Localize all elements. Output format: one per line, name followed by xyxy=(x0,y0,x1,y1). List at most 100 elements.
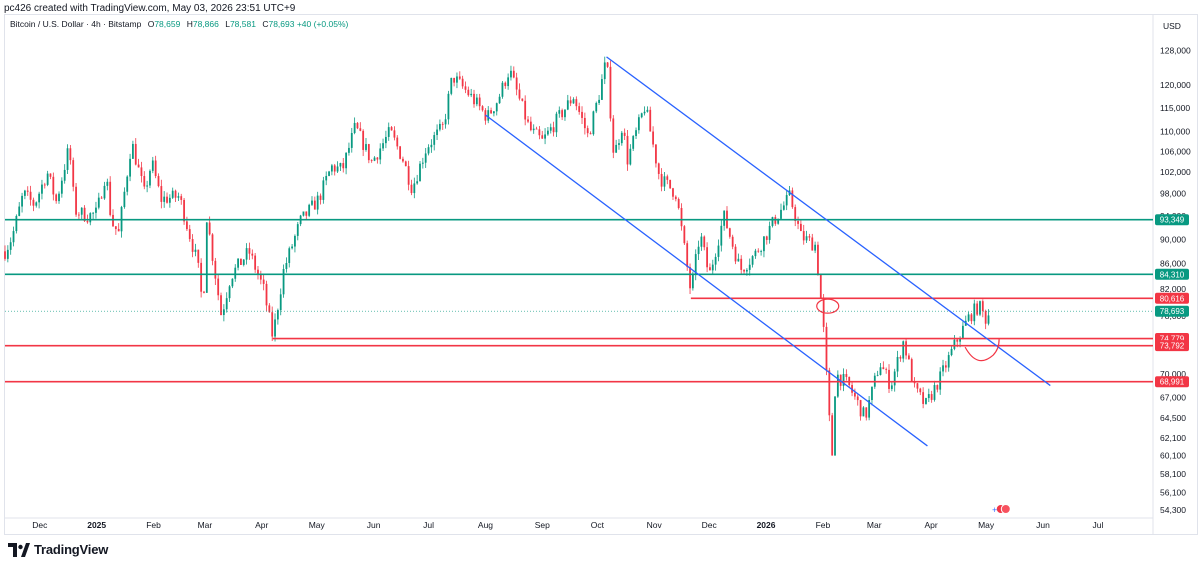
candle-body xyxy=(802,231,805,241)
candle-body xyxy=(475,97,478,105)
candle-body xyxy=(458,76,461,79)
candle-body xyxy=(146,185,149,187)
candle-body xyxy=(171,190,174,198)
candle-body xyxy=(740,258,743,270)
candle-body xyxy=(845,374,848,377)
candle-body xyxy=(817,244,819,275)
candle-body xyxy=(197,249,200,263)
candle-body xyxy=(359,128,362,131)
candle-body xyxy=(140,167,143,177)
candle-body xyxy=(916,383,919,389)
candle-body xyxy=(626,135,629,165)
candle-body xyxy=(825,326,828,371)
candle-body xyxy=(498,96,501,104)
candle-body xyxy=(211,234,214,261)
open-value: 78,659 xyxy=(154,19,181,29)
candle-body xyxy=(589,133,592,135)
candle-body xyxy=(552,127,555,133)
candle-body xyxy=(97,197,100,208)
candle-body xyxy=(501,82,504,97)
candle-body xyxy=(367,144,370,161)
candle-body xyxy=(862,407,865,417)
candle-body xyxy=(78,214,80,216)
time-tick-label: Jul xyxy=(423,520,434,530)
currency-label: USD xyxy=(1163,21,1181,31)
candle-body xyxy=(578,106,581,112)
candle-body xyxy=(896,356,899,372)
candle-body xyxy=(490,110,492,114)
candle-body xyxy=(908,355,910,360)
candle-body xyxy=(760,251,763,252)
candle-body xyxy=(547,130,549,135)
candle-body xyxy=(52,176,55,195)
candle-body xyxy=(956,339,959,342)
candle-body xyxy=(419,163,421,182)
candle-body xyxy=(703,236,706,248)
candle-body xyxy=(504,82,507,87)
candle-body xyxy=(60,180,63,194)
candle-body xyxy=(436,129,438,136)
candle-body xyxy=(487,110,490,121)
price-level-label: 84,310 xyxy=(1160,270,1185,279)
candle-body xyxy=(842,374,845,386)
price-level-tag xyxy=(1155,214,1189,226)
candle-body xyxy=(910,359,913,382)
candle-body xyxy=(413,183,416,194)
candle-body xyxy=(35,202,38,206)
chart-credit: pc426 created with TradingView.com, May … xyxy=(4,3,296,14)
candle-body xyxy=(569,100,572,104)
candle-body xyxy=(743,269,745,272)
candle-body xyxy=(21,195,23,207)
candle-body xyxy=(254,255,257,270)
candle-body xyxy=(629,148,632,165)
candle-body xyxy=(66,148,69,170)
candle-body xyxy=(637,117,640,131)
time-tick-label: 2025 xyxy=(87,520,106,530)
candle-body xyxy=(592,111,595,135)
candle-body xyxy=(166,196,168,203)
candle-body xyxy=(117,229,120,232)
candle-body xyxy=(518,89,521,99)
candle-body xyxy=(92,212,95,214)
price-tick-label: 106,000 xyxy=(1160,147,1191,157)
candle-body xyxy=(384,136,387,144)
close-label: C xyxy=(262,19,269,29)
candle-body xyxy=(319,195,322,200)
candle-body xyxy=(461,78,464,87)
candle-body xyxy=(41,184,43,194)
candle-body xyxy=(274,319,276,337)
candle-body xyxy=(652,131,654,145)
price-tick-label: 115,000 xyxy=(1160,103,1190,113)
candle-body xyxy=(555,113,558,133)
candle-body xyxy=(510,70,512,78)
candle-body xyxy=(632,136,635,149)
candle-body xyxy=(777,218,780,224)
candle-body xyxy=(606,62,609,67)
candle-body xyxy=(797,220,799,224)
candle-body xyxy=(495,103,498,112)
change-value: +40 (+0.05%) xyxy=(296,19,349,29)
candle-body xyxy=(63,169,66,181)
candle-body xyxy=(160,186,163,202)
open-label: O xyxy=(147,19,155,29)
candle-body xyxy=(689,267,691,289)
candle-body xyxy=(981,301,984,312)
price-tick-label: 120,000 xyxy=(1160,80,1191,90)
time-tick-label: Jun xyxy=(1036,520,1050,530)
tradingview-logo-icon xyxy=(8,542,30,557)
candle-body xyxy=(336,166,339,172)
candle-body xyxy=(311,200,313,205)
symbol-name: Bitcoin / U.S. Dollar · 4h · Bitstamp xyxy=(10,19,142,29)
candle-body xyxy=(376,157,379,160)
candle-body xyxy=(214,260,217,279)
candle-body xyxy=(282,269,285,295)
candle-body xyxy=(134,143,137,165)
candle-body xyxy=(927,394,930,399)
candle-body xyxy=(859,400,862,417)
time-tick-label: 2026 xyxy=(757,520,776,530)
candle-body xyxy=(856,396,859,401)
candle-body xyxy=(524,100,527,120)
candle-body xyxy=(421,162,424,164)
time-tick-label: Jul xyxy=(1093,520,1104,530)
